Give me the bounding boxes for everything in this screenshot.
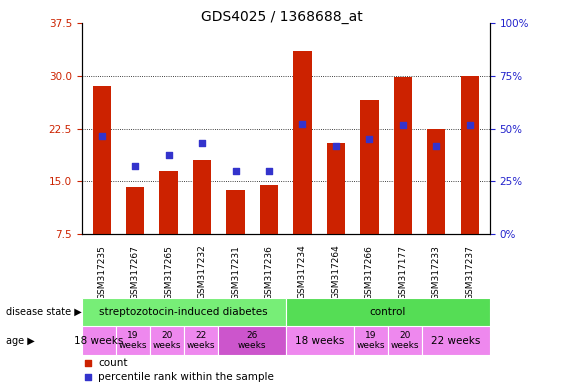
- Text: GSM317264: GSM317264: [332, 245, 341, 300]
- Bar: [260, 185, 278, 234]
- FancyBboxPatch shape: [285, 326, 354, 355]
- Point: [398, 122, 407, 128]
- Point: [164, 152, 173, 158]
- FancyBboxPatch shape: [388, 326, 422, 355]
- Text: 26
weeks: 26 weeks: [238, 331, 266, 351]
- Point: [131, 163, 140, 169]
- Text: GSM317235: GSM317235: [97, 245, 106, 300]
- Text: GSM317236: GSM317236: [265, 245, 274, 300]
- FancyBboxPatch shape: [115, 326, 150, 355]
- FancyBboxPatch shape: [150, 326, 184, 355]
- Text: GSM317177: GSM317177: [398, 245, 407, 300]
- Text: GSM317234: GSM317234: [298, 245, 307, 300]
- Bar: [394, 77, 412, 234]
- Text: percentile rank within the sample: percentile rank within the sample: [98, 372, 274, 382]
- Point: [365, 136, 374, 142]
- Bar: [427, 129, 445, 234]
- Text: 22 weeks: 22 weeks: [431, 336, 480, 346]
- Text: 18 weeks: 18 weeks: [74, 336, 123, 346]
- Text: 19
weeks: 19 weeks: [118, 331, 147, 351]
- Bar: [461, 76, 479, 234]
- Bar: [92, 86, 111, 234]
- Bar: [360, 101, 378, 234]
- Text: GSM317265: GSM317265: [164, 245, 173, 300]
- Text: GSM317267: GSM317267: [131, 245, 140, 300]
- FancyBboxPatch shape: [218, 326, 285, 355]
- Text: 20
weeks: 20 weeks: [391, 331, 419, 351]
- Bar: [193, 161, 211, 234]
- Bar: [159, 171, 178, 234]
- Text: GSM317266: GSM317266: [365, 245, 374, 300]
- Text: count: count: [98, 358, 127, 368]
- Text: GSM317237: GSM317237: [465, 245, 474, 300]
- Text: 18 weeks: 18 weeks: [295, 336, 345, 346]
- Point: [432, 143, 441, 149]
- FancyBboxPatch shape: [422, 326, 490, 355]
- Text: GSM317233: GSM317233: [432, 245, 441, 300]
- Text: 22
weeks: 22 weeks: [186, 331, 215, 351]
- FancyBboxPatch shape: [184, 326, 218, 355]
- Text: streptozotocin-induced diabetes: streptozotocin-induced diabetes: [99, 307, 268, 317]
- FancyBboxPatch shape: [285, 298, 490, 326]
- Text: GSM317231: GSM317231: [231, 245, 240, 300]
- FancyBboxPatch shape: [82, 326, 115, 355]
- Bar: [327, 143, 345, 234]
- FancyBboxPatch shape: [82, 298, 285, 326]
- Bar: [126, 187, 144, 234]
- Bar: [293, 51, 312, 234]
- Point: [83, 360, 92, 366]
- Text: control: control: [369, 307, 406, 317]
- Point: [83, 374, 92, 380]
- FancyBboxPatch shape: [354, 326, 388, 355]
- Point: [298, 121, 307, 127]
- Point: [231, 168, 240, 174]
- Text: GDS4025 / 1368688_at: GDS4025 / 1368688_at: [200, 10, 363, 23]
- Text: disease state ▶: disease state ▶: [6, 307, 82, 317]
- Point: [332, 143, 341, 149]
- Point: [465, 122, 474, 128]
- Bar: [226, 190, 245, 234]
- Text: 19
weeks: 19 weeks: [356, 331, 385, 351]
- Text: age ▶: age ▶: [6, 336, 34, 346]
- Point: [97, 132, 106, 139]
- Text: GSM317232: GSM317232: [198, 245, 207, 300]
- Text: 20
weeks: 20 weeks: [153, 331, 181, 351]
- Point: [265, 168, 274, 174]
- Point: [198, 140, 207, 146]
